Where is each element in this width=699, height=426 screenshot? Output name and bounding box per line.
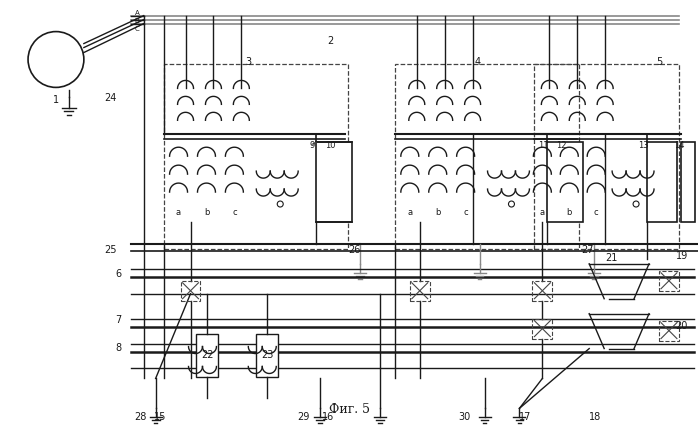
Text: 23: 23	[261, 349, 273, 359]
Text: 5: 5	[656, 58, 662, 67]
Text: 30: 30	[459, 412, 470, 421]
Text: a: a	[408, 207, 412, 216]
Bar	[316, 143, 352, 222]
Bar	[659, 271, 679, 291]
Text: a: a	[540, 207, 545, 216]
Text: 27: 27	[581, 244, 593, 254]
Text: 22: 22	[201, 349, 214, 359]
Bar	[196, 334, 218, 377]
Bar	[681, 143, 695, 222]
Text: 2: 2	[327, 35, 333, 46]
Text: 6: 6	[116, 268, 122, 278]
Text: C: C	[135, 26, 140, 32]
Bar	[533, 281, 552, 301]
Text: 13: 13	[637, 141, 649, 150]
Text: 26: 26	[348, 244, 360, 254]
Text: 21: 21	[605, 252, 617, 262]
Text: 3: 3	[245, 58, 252, 67]
Text: A: A	[135, 10, 140, 16]
Text: 25: 25	[105, 244, 117, 254]
Text: 12: 12	[556, 141, 567, 150]
Bar	[659, 321, 679, 341]
Text: c: c	[232, 207, 237, 216]
Text: 20: 20	[676, 320, 688, 330]
Bar	[395, 65, 579, 249]
Text: c: c	[594, 207, 598, 216]
Text: Фиг. 5: Фиг. 5	[329, 403, 370, 415]
Text: 19: 19	[676, 250, 688, 260]
Bar	[647, 143, 677, 222]
Text: b: b	[567, 207, 572, 216]
Bar	[533, 319, 552, 339]
Text: b: b	[204, 207, 209, 216]
Text: 15: 15	[154, 412, 167, 421]
Text: 7: 7	[115, 314, 122, 324]
Bar	[164, 65, 348, 249]
Bar	[535, 65, 679, 249]
Text: 1: 1	[53, 95, 59, 105]
Bar	[257, 334, 278, 377]
Text: 16: 16	[322, 412, 334, 421]
Text: 9: 9	[310, 141, 315, 150]
Text: c: c	[463, 207, 468, 216]
Text: 29: 29	[297, 412, 310, 421]
Text: 11: 11	[538, 141, 549, 150]
Text: a: a	[176, 207, 181, 216]
Bar	[410, 281, 430, 301]
Text: 14: 14	[674, 141, 684, 150]
Text: B: B	[135, 17, 140, 23]
Text: 10: 10	[325, 141, 336, 150]
Text: 28: 28	[134, 412, 147, 421]
Text: 17: 17	[519, 412, 532, 421]
Text: 24: 24	[105, 93, 117, 103]
Text: 18: 18	[589, 412, 601, 421]
Bar	[547, 143, 583, 222]
Bar	[180, 281, 201, 301]
Text: 8: 8	[116, 342, 122, 352]
Text: 4: 4	[475, 58, 481, 67]
Text: b: b	[435, 207, 440, 216]
